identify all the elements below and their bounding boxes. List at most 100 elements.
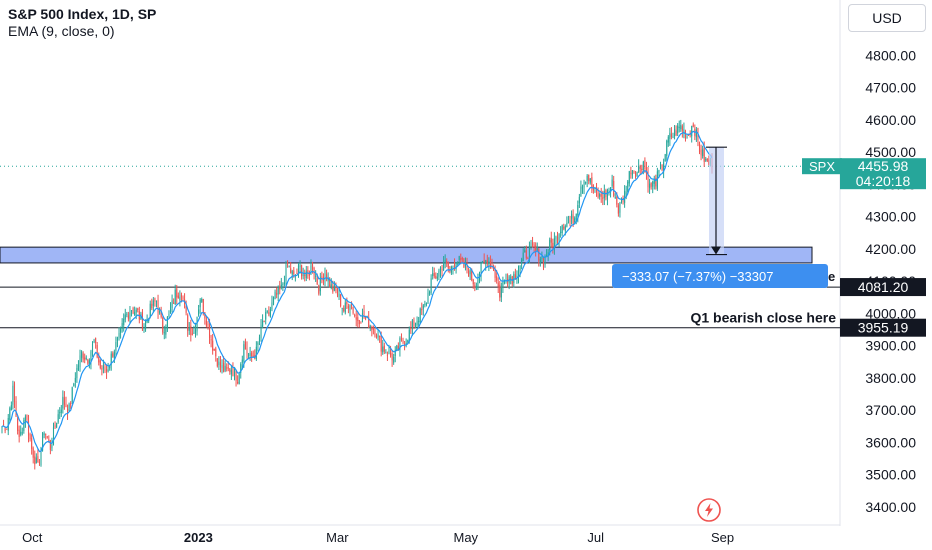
candle-body	[514, 274, 516, 279]
candle-body	[402, 340, 404, 343]
candle-body	[532, 242, 534, 246]
ema-line	[1, 130, 713, 453]
candle-body	[329, 279, 331, 287]
candle-body	[686, 136, 688, 139]
candle-body	[196, 316, 198, 332]
candle-body	[154, 298, 156, 302]
candle-body	[681, 126, 683, 131]
candle-body	[149, 303, 151, 318]
candle-body	[641, 168, 643, 171]
candle-body	[365, 317, 367, 320]
candle-body	[95, 338, 97, 343]
candle-body	[174, 289, 176, 305]
candle-body	[670, 133, 672, 137]
candle-body	[595, 188, 598, 192]
candle-body	[194, 329, 197, 333]
candle-body	[15, 401, 17, 417]
candle-body	[634, 172, 637, 177]
candle-body	[407, 340, 409, 342]
candle-body	[429, 292, 431, 294]
candle-body	[638, 166, 640, 172]
candle-body	[611, 179, 613, 187]
candle-body	[319, 277, 321, 292]
candle-body	[418, 320, 420, 322]
candle-body	[624, 190, 626, 203]
price-tick-label: 4000.00	[865, 305, 916, 321]
candle-body	[577, 204, 579, 216]
level-tag-box	[840, 278, 926, 297]
candle-body	[137, 308, 139, 311]
candle-body	[656, 171, 658, 189]
candle-body	[649, 183, 651, 189]
candle-body	[390, 352, 392, 356]
candle-body	[120, 327, 122, 333]
candle-body	[408, 329, 410, 341]
candle-body	[76, 367, 78, 379]
candle-body	[51, 444, 53, 449]
candle-body	[583, 181, 585, 188]
price-tick-label: 3800.00	[865, 370, 916, 386]
candle-body	[489, 261, 491, 268]
candle-body	[305, 271, 307, 279]
candle-body	[6, 428, 8, 430]
currency-button[interactable]: USD	[848, 4, 926, 32]
candle-body	[27, 420, 30, 436]
candle-body	[478, 274, 481, 277]
candle-body	[639, 167, 641, 169]
candle-body	[628, 171, 630, 184]
candle-body	[658, 169, 660, 173]
candle-body	[169, 308, 172, 314]
candle-body	[683, 129, 685, 133]
candle-body	[620, 199, 623, 201]
candle-body	[438, 270, 440, 277]
support-zone[interactable]	[0, 246, 813, 264]
candle-body	[460, 258, 462, 260]
candle-body	[597, 192, 599, 198]
candle-body	[475, 285, 477, 289]
candle-body	[223, 362, 225, 372]
candle-body	[124, 314, 126, 320]
candle-body	[56, 423, 58, 428]
candle-body	[667, 136, 669, 143]
candle-body	[106, 369, 108, 373]
candle-body	[566, 222, 568, 227]
horizontal-levels[interactable]: Q1 bearish close here	[0, 286, 840, 329]
candle-body	[613, 180, 615, 196]
candle-body	[666, 140, 668, 157]
candle-body	[625, 192, 627, 194]
candle-body	[680, 125, 682, 130]
candle-body	[60, 409, 62, 413]
candle-body	[377, 334, 379, 338]
candle-body	[127, 315, 129, 319]
candle-body	[669, 132, 671, 139]
candle-body	[482, 261, 484, 264]
candle-body	[380, 336, 382, 352]
candle-body	[599, 194, 601, 197]
lightning-icon[interactable]	[697, 498, 721, 522]
candle-body	[369, 325, 371, 328]
candle-body	[224, 365, 226, 371]
candle-body	[486, 260, 488, 265]
candle-body	[542, 257, 545, 268]
candle-body	[631, 170, 633, 176]
time-tick-label: Oct	[22, 530, 43, 545]
candle-body	[433, 273, 435, 277]
candle-body	[17, 418, 19, 431]
candle-body	[357, 317, 359, 322]
candle-body	[603, 191, 605, 199]
candle-body	[432, 273, 434, 276]
chart-legend: S&P 500 Index, 1D, SP EMA (9, close, 0)	[8, 6, 156, 40]
candle-body	[57, 414, 59, 423]
candle-body	[216, 358, 218, 367]
candle-body	[379, 335, 381, 337]
candle-body	[260, 324, 262, 339]
candle-body	[391, 353, 393, 361]
price-tick-label: 3400.00	[865, 499, 916, 515]
measure-tool[interactable]: −333.07 (−7.37%) −33307 e	[612, 146, 835, 288]
candle-body	[299, 265, 301, 268]
candle-body	[151, 303, 153, 309]
candle-body	[324, 272, 326, 280]
candle-body	[293, 270, 295, 275]
candle-body	[591, 177, 593, 188]
